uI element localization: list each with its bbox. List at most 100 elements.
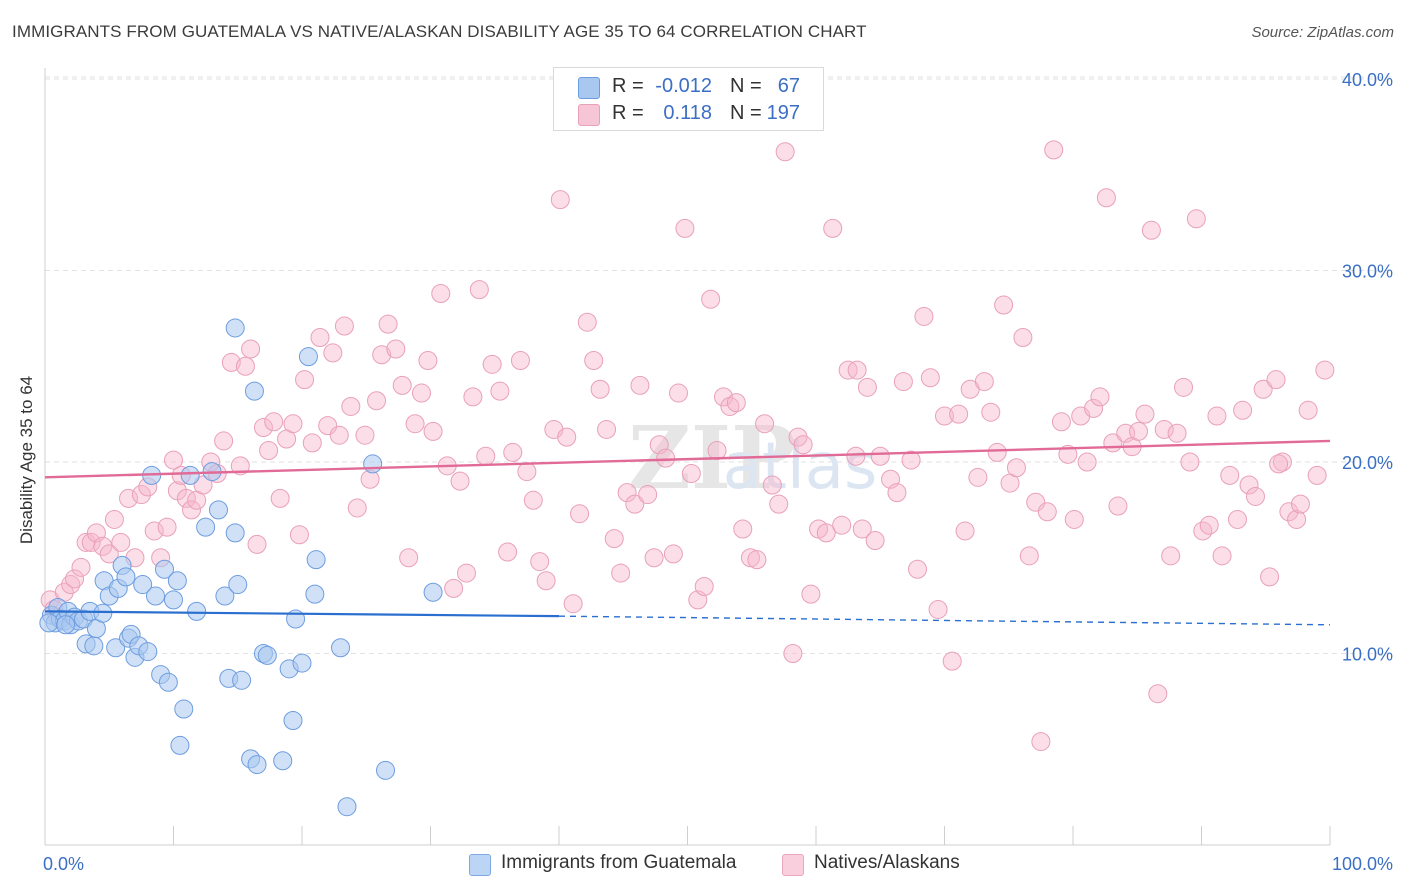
point-natives xyxy=(482,354,502,374)
point-natives xyxy=(1266,370,1286,390)
point-natives xyxy=(557,427,577,447)
point-natives xyxy=(235,356,255,376)
point-natives xyxy=(119,488,139,508)
point-natives xyxy=(656,448,676,468)
point-natives xyxy=(1307,465,1327,485)
point-guatemala xyxy=(376,760,396,780)
point-natives xyxy=(431,283,451,303)
point-guatemala xyxy=(225,318,245,338)
point-guatemala xyxy=(174,699,194,719)
legend-label: Immigrants from Guatemala xyxy=(501,852,737,873)
point-guatemala xyxy=(208,500,228,520)
point-natives xyxy=(490,381,510,401)
point-natives xyxy=(920,368,940,388)
point-natives xyxy=(164,450,183,470)
point-natives xyxy=(259,441,279,461)
point-natives xyxy=(1269,454,1289,474)
point-natives xyxy=(865,531,885,551)
point-natives xyxy=(597,419,617,439)
point-natives xyxy=(1064,509,1084,529)
point-natives xyxy=(65,569,85,589)
legend-label: Natives/Alaskans xyxy=(814,852,960,873)
point-natives xyxy=(832,515,852,535)
tick-labels: 10.0% 20.0% 30.0% 40.0% 0.0% 100.0% xyxy=(43,70,1393,874)
point-natives xyxy=(1290,494,1310,514)
point-natives xyxy=(81,532,101,552)
n-label: N = xyxy=(730,75,762,97)
point-natives xyxy=(517,462,537,482)
point-natives xyxy=(1141,220,1161,240)
point-natives xyxy=(1006,458,1026,478)
point-guatemala xyxy=(170,735,190,755)
point-guatemala xyxy=(232,670,252,690)
point-natives xyxy=(523,490,543,510)
point-natives xyxy=(846,446,866,466)
point-natives xyxy=(630,375,650,395)
point-natives xyxy=(1077,452,1097,472)
point-natives xyxy=(1135,404,1155,424)
stats-row-natives: R = 0.118 N = 197 xyxy=(554,100,823,128)
point-guatemala xyxy=(244,381,264,401)
point-natives xyxy=(816,523,836,543)
points-layer xyxy=(39,140,1335,817)
point-natives xyxy=(247,534,267,554)
point-natives xyxy=(1227,509,1247,529)
axes xyxy=(44,68,1331,846)
point-natives xyxy=(367,391,387,411)
trend-line-natives xyxy=(44,439,1331,479)
point-natives xyxy=(503,442,523,462)
point-guatemala xyxy=(187,601,207,621)
point-natives xyxy=(193,475,213,495)
point-guatemala xyxy=(155,559,175,579)
point-guatemala xyxy=(180,465,200,485)
point-natives xyxy=(295,370,315,390)
point-natives xyxy=(823,218,843,238)
y-tick-label: 40.0% xyxy=(1342,70,1393,90)
point-guatemala xyxy=(292,653,312,673)
point-natives xyxy=(793,435,813,455)
point-natives xyxy=(1260,567,1280,587)
point-natives xyxy=(289,525,309,545)
point-natives xyxy=(1013,328,1033,348)
point-natives xyxy=(469,280,489,300)
point-natives xyxy=(131,485,151,505)
point-natives xyxy=(590,379,610,399)
point-guatemala xyxy=(298,347,318,367)
point-natives xyxy=(1174,377,1194,397)
point-natives xyxy=(71,557,91,577)
point-natives xyxy=(221,352,241,372)
point-natives xyxy=(355,425,375,445)
point-natives xyxy=(675,218,695,238)
point-natives xyxy=(1051,412,1071,432)
point-natives xyxy=(1212,546,1232,566)
point-natives xyxy=(93,536,113,556)
point-natives xyxy=(852,519,872,539)
r-value: 0.118 xyxy=(663,102,712,124)
legend-swatch-pink xyxy=(782,854,804,876)
point-natives xyxy=(914,306,934,326)
point-natives xyxy=(1199,515,1219,535)
y-tick-label: 30.0% xyxy=(1342,262,1393,282)
point-guatemala xyxy=(337,797,357,817)
r-label: R = xyxy=(612,75,644,97)
point-natives xyxy=(707,441,727,461)
point-natives xyxy=(994,295,1014,315)
point-guatemala xyxy=(423,582,443,602)
point-guatemala xyxy=(167,571,187,591)
point-guatemala xyxy=(116,567,136,587)
point-natives xyxy=(681,463,701,483)
point-guatemala xyxy=(138,642,158,662)
point-natives xyxy=(341,396,361,416)
point-natives xyxy=(949,404,969,424)
point-natives xyxy=(1037,502,1057,522)
point-natives xyxy=(901,450,921,470)
point-guatemala xyxy=(273,751,293,771)
point-natives xyxy=(1019,546,1039,566)
point-natives xyxy=(1245,486,1265,506)
point-natives xyxy=(1058,444,1078,464)
point-natives xyxy=(887,483,907,503)
point-natives xyxy=(270,488,290,508)
point-guatemala xyxy=(257,645,277,665)
point-natives xyxy=(498,542,518,562)
point-guatemala xyxy=(228,575,248,595)
